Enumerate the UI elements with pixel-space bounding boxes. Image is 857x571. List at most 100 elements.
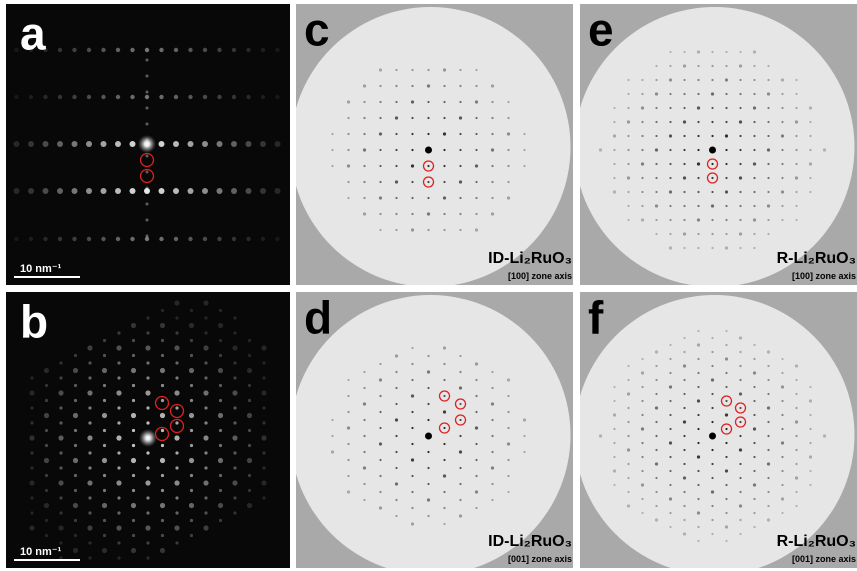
diffraction-spot — [146, 331, 149, 334]
diffraction-spot — [491, 212, 494, 215]
diffraction-spot — [781, 163, 783, 165]
diffraction-spot — [739, 93, 741, 95]
diffraction-spot — [174, 525, 179, 530]
diffraction-spot — [443, 507, 445, 509]
diffraction-spot — [475, 228, 478, 231]
diffraction-spot — [613, 190, 616, 193]
diffraction-spot — [189, 458, 194, 463]
diffraction-spot — [411, 363, 413, 365]
diffraction-spot — [190, 384, 193, 387]
diffraction-spot — [203, 300, 208, 305]
diffraction-spot — [132, 429, 135, 432]
diffraction-spot — [475, 117, 477, 119]
diffraction-spot — [145, 345, 150, 350]
diffraction-spot — [58, 435, 63, 440]
diffraction-spot — [88, 406, 91, 409]
diffraction-spot — [697, 93, 699, 95]
diffraction-spot — [427, 84, 430, 87]
central-beam — [139, 429, 157, 447]
diffraction-spot — [627, 421, 629, 423]
diffraction-spot — [219, 384, 222, 387]
diffraction-spot — [683, 163, 685, 165]
diffraction-spot — [739, 435, 741, 437]
diffraction-spot — [219, 489, 222, 492]
diffraction-spot — [363, 419, 365, 421]
diffraction-spot — [627, 504, 630, 507]
diffraction-spot — [72, 141, 78, 147]
diffraction-spot — [217, 48, 221, 52]
diffraction-spot — [627, 435, 629, 437]
diffraction-spot — [459, 435, 461, 437]
diffraction-spot — [174, 345, 179, 350]
diffraction-spot — [697, 233, 699, 235]
diffraction-spot — [627, 163, 629, 165]
diffraction-spot — [44, 413, 49, 418]
diffraction-spot — [379, 132, 382, 135]
diffraction-spot — [491, 84, 494, 87]
diffraction-spot — [233, 376, 236, 379]
diffraction-spot — [781, 93, 783, 95]
diffraction-spot — [711, 393, 713, 395]
diffraction-spot — [781, 512, 783, 514]
diffraction-spot — [753, 205, 755, 207]
diffraction-spot — [45, 429, 48, 432]
diffraction-spot — [683, 337, 685, 339]
diffraction-spot — [627, 365, 629, 367]
diffraction-spot — [117, 496, 120, 499]
diffraction-spot — [395, 515, 397, 517]
diffraction-spot — [115, 188, 121, 194]
diffraction-spot — [739, 232, 742, 235]
diffraction-spot — [395, 371, 397, 373]
diffraction-spot — [627, 135, 629, 137]
diffraction-spot — [507, 442, 510, 445]
diffraction-spot — [697, 358, 699, 360]
diffraction-spot — [655, 121, 657, 123]
diffraction-spot — [233, 316, 236, 319]
diffraction-spot — [103, 444, 106, 447]
diffraction-spot — [411, 507, 413, 509]
diffraction-spot — [781, 400, 783, 402]
diffraction-spot — [233, 331, 236, 334]
diffraction-spot — [443, 363, 445, 365]
diffraction-spot — [753, 456, 755, 458]
diffraction-spot — [739, 79, 741, 81]
diffraction-spot — [795, 163, 797, 165]
diffraction-spot — [641, 371, 644, 374]
diffraction-spot — [188, 237, 192, 241]
diffraction-spot — [641, 386, 643, 388]
diffraction-spot — [669, 385, 672, 388]
diffraction-spot — [203, 435, 208, 440]
diffraction-spot — [655, 406, 658, 409]
diffraction-spot — [669, 358, 671, 360]
diffraction-spot — [131, 368, 136, 373]
diffraction-spot — [58, 390, 63, 395]
diffraction-spot — [725, 149, 727, 151]
diffraction-spot — [175, 316, 178, 319]
diffraction-spot — [711, 505, 713, 507]
diffraction-spot — [101, 237, 105, 241]
diffraction-spot — [507, 475, 509, 477]
diffraction-spot — [711, 233, 713, 235]
diffraction-spot — [160, 548, 165, 553]
diffraction-spot — [767, 148, 770, 151]
diffraction-spot — [30, 466, 33, 469]
diffraction-spot — [262, 406, 265, 409]
diffraction-spot — [697, 121, 699, 123]
diffraction-spot — [443, 474, 446, 477]
diffraction-spot — [246, 188, 252, 194]
diffraction-spot — [767, 435, 769, 437]
diffraction-spot — [117, 466, 120, 469]
diffraction-spot — [43, 141, 49, 147]
diffraction-spot — [507, 165, 509, 167]
diffraction-spot — [655, 393, 657, 395]
diffraction-spot — [669, 497, 672, 500]
diffraction-spot — [795, 93, 797, 95]
diffraction-spot — [86, 188, 92, 194]
diffraction-spot — [131, 458, 136, 463]
diffraction-spot — [443, 213, 445, 215]
diffraction-spot — [379, 117, 381, 119]
diffraction-spot — [725, 442, 727, 444]
diffraction-spot — [739, 421, 741, 423]
diffraction-spot — [29, 525, 34, 530]
diffraction-spot — [88, 361, 91, 364]
